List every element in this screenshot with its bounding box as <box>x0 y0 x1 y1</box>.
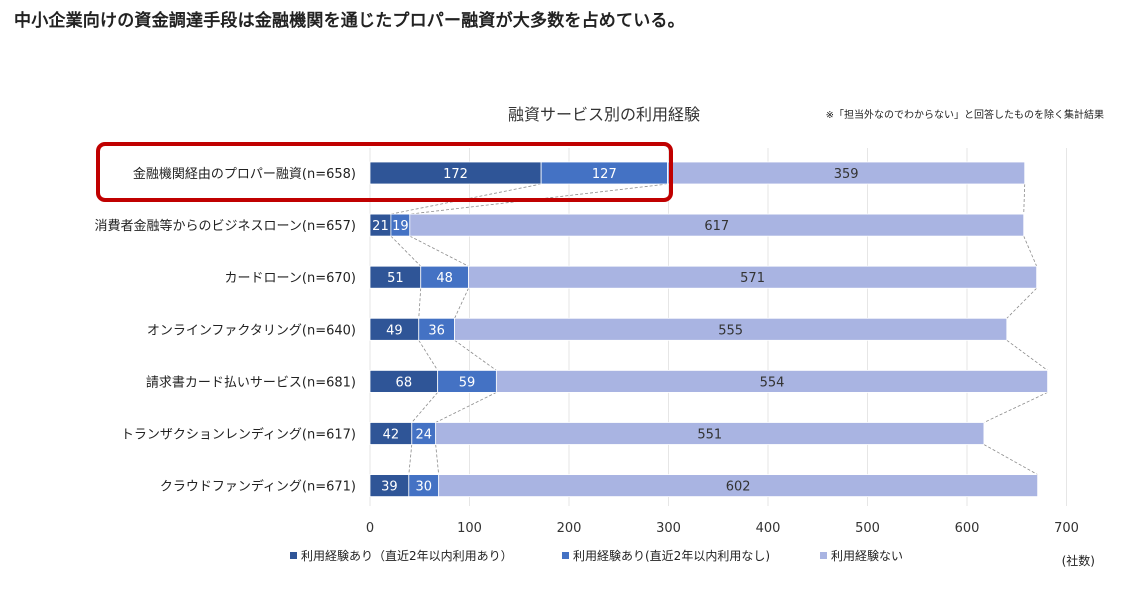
bars: 172 127 359 21 19 617 51 48 571 49 36 555 68 59 554 42 2… <box>369 161 1048 498</box>
series-line <box>1006 339 1048 371</box>
x-axis-ticks: 0 100 200 300 400 500 600 700 <box>366 521 1079 536</box>
data-label: 172 <box>443 167 468 182</box>
headline: 中小企業向けの資金調達手段は金融機関を通じたプロパー融資が大多数を占めている。 <box>14 11 685 31</box>
series-line <box>411 392 438 423</box>
data-label: 49 <box>386 323 403 338</box>
series-line <box>409 235 469 267</box>
category-label: 金融機関経由のプロパー融資(n=658) <box>133 166 356 182</box>
series-line <box>454 288 469 319</box>
series-line <box>1023 235 1038 267</box>
series-line <box>983 444 1038 475</box>
bar-segment <box>409 213 1025 237</box>
series-line <box>418 340 438 371</box>
series-line <box>409 183 668 215</box>
x-tick-label: 0 <box>366 521 374 536</box>
category-label: クラウドファンディング(n=671) <box>160 479 356 495</box>
x-tick-label: 700 <box>1054 521 1079 536</box>
data-label: 39 <box>381 480 398 495</box>
category-label: カードローン(n=670) <box>225 271 356 286</box>
legend-swatch <box>562 552 569 559</box>
legend-label: 利用経験あり(直近2年以内利用なし) <box>573 548 770 563</box>
highlight-box <box>96 142 673 202</box>
data-label: 21 <box>372 219 389 234</box>
series-line <box>435 392 497 423</box>
legend-swatch <box>820 552 827 559</box>
data-label: 19 <box>392 219 409 234</box>
data-label: 554 <box>760 375 785 390</box>
series-line <box>1006 287 1037 319</box>
chart-note: ※「担当外なのでわからない」と回答したものを除く集計結果 <box>826 108 1104 121</box>
series-line <box>390 235 422 267</box>
data-label: 51 <box>387 271 404 286</box>
unit-label: (社数) <box>1062 553 1095 568</box>
data-label: 68 <box>396 375 413 390</box>
series-line <box>435 444 440 475</box>
data-label: 359 <box>834 167 859 182</box>
bar-segment <box>435 422 985 445</box>
category-label: オンラインファクタリング(n=640) <box>147 323 356 338</box>
data-label: 48 <box>436 271 453 286</box>
series-line <box>1023 183 1026 215</box>
chart-title: 融資サービス別の利用経験 <box>508 105 700 124</box>
x-tick-label: 500 <box>855 521 880 536</box>
data-label: 42 <box>383 428 400 443</box>
data-label: 617 <box>704 219 729 234</box>
data-label: 24 <box>415 428 432 443</box>
series-line <box>408 444 413 475</box>
category-label: トランザクションレンディング(n=617) <box>121 427 356 443</box>
data-label: 36 <box>428 323 445 338</box>
data-label: 551 <box>697 428 722 443</box>
bar-segment <box>468 265 1038 289</box>
legend-label: 利用経験あり（直近2年以内利用あり） <box>301 548 513 563</box>
series-line <box>418 288 422 319</box>
bar-segment <box>454 317 1008 341</box>
category-label: 請求書カード払いサービス(n=681) <box>146 375 356 390</box>
data-label: 30 <box>415 480 432 495</box>
data-label: 571 <box>740 271 765 286</box>
legend-label: 利用経験ない <box>831 548 903 563</box>
data-label: 555 <box>718 323 743 338</box>
category-labels: 金融機関経由のプロパー融資(n=658) 消費者金融等からのビジネスローン(n=6… <box>95 166 356 495</box>
bar-segment <box>495 369 1048 393</box>
x-tick-label: 400 <box>756 521 781 536</box>
data-label: 59 <box>459 375 476 390</box>
x-tick-label: 200 <box>557 521 582 536</box>
series-line <box>454 339 497 371</box>
bar-segment <box>667 161 1026 185</box>
x-tick-label: 300 <box>656 521 681 536</box>
x-tick-label: 100 <box>457 521 482 536</box>
series-line <box>983 392 1048 423</box>
data-label: 127 <box>592 167 617 182</box>
legend-swatch <box>290 552 297 559</box>
x-tick-label: 600 <box>955 521 980 536</box>
bar-segment <box>438 474 1039 498</box>
data-label: 602 <box>726 480 751 495</box>
legend: 利用経験あり（直近2年以内利用あり） 利用経験あり(直近2年以内利用なし) 利用経験… <box>290 548 903 563</box>
category-label: 消費者金融等からのビジネスローン(n=657) <box>95 218 356 234</box>
